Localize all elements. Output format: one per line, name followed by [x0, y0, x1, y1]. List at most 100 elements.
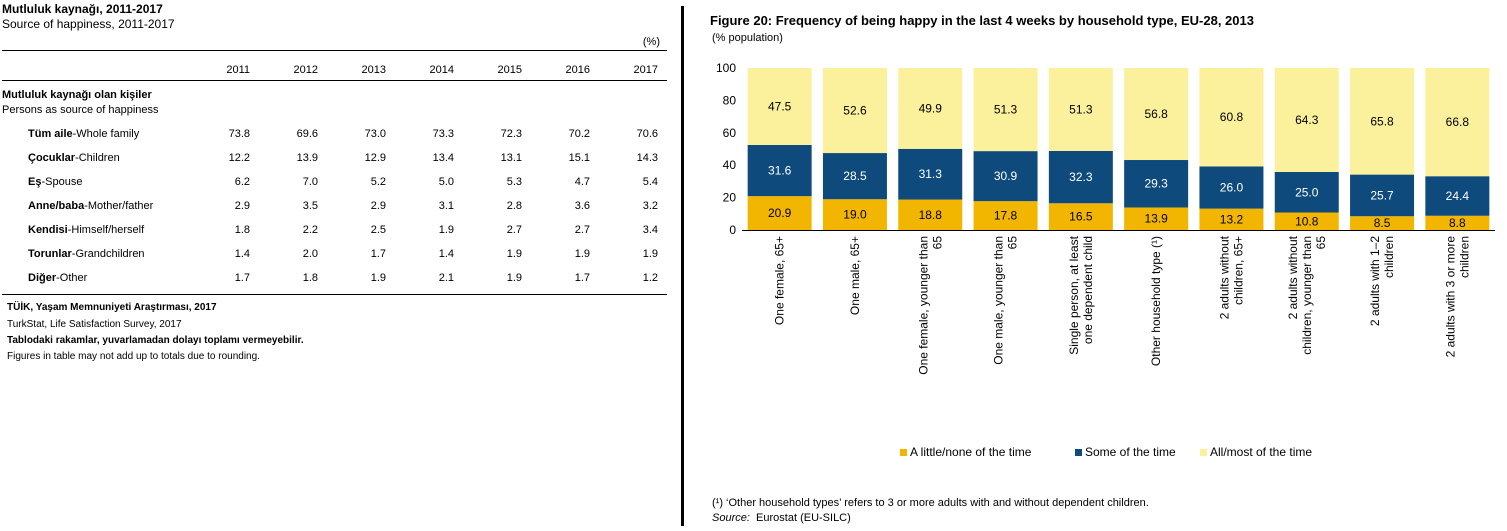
table-cell: 1.7	[370, 248, 386, 260]
table-cell: 2.1	[438, 272, 454, 284]
category-label-line: Other household type (¹)	[1149, 236, 1163, 366]
row-label: Kendisi-Himself/herself	[28, 224, 144, 236]
data-label: 29.3	[1144, 177, 1168, 191]
category-label-line: children	[1382, 236, 1396, 278]
row-label-tr: Anne/baba	[28, 200, 85, 212]
category-label: One male, younger than65	[992, 236, 1020, 365]
data-label: 28.5	[843, 169, 867, 183]
category-label-line: children, younger than	[1300, 236, 1314, 355]
table-top-rule	[2, 50, 667, 51]
row-label-en: -Other	[56, 272, 88, 284]
table-cell: 1.9	[642, 248, 658, 260]
row-label-tr: Kendisi	[28, 224, 68, 236]
figure-panel: Figure 20: Frequency of being happy in t…	[690, 0, 1507, 531]
table-source-tr: TÜİK, Yaşam Memnuniyeti Araştırması, 201…	[7, 302, 217, 313]
bar-segment	[973, 68, 1038, 152]
category-label-line: One female, younger than	[916, 236, 930, 375]
table-cell: 69.6	[296, 128, 318, 140]
table-bottom-rule	[2, 294, 667, 295]
bar-segment	[1199, 68, 1264, 167]
data-label: 56.8	[1144, 107, 1168, 121]
table-cell: 5.0	[438, 176, 454, 188]
bar-segment	[1425, 215, 1490, 230]
category-label-line: 2 adults without	[1217, 235, 1231, 319]
data-label: 13.2	[1220, 212, 1244, 226]
table-cell: 3.2	[642, 200, 658, 212]
category-label-line: Single person, at least	[1067, 235, 1081, 354]
table-cell: 1.9	[370, 272, 386, 284]
row-label-tr: Torunlar	[28, 248, 72, 260]
row-label: Çocuklar-Children	[28, 152, 120, 164]
table-cell: 1.4	[234, 248, 250, 260]
table-cell: 4.7	[574, 176, 590, 188]
table-cell: 1.9	[506, 272, 522, 284]
row-label: Anne/baba-Mother/father	[28, 200, 153, 212]
y-tick-label: 0	[729, 223, 736, 237]
bar-segment	[1199, 166, 1264, 209]
category-label-line: One male, 65+	[848, 236, 862, 315]
row-label-en: -Spouse	[41, 176, 83, 188]
data-label: 18.8	[919, 208, 943, 222]
year-header-row: 2011 2012 2013 2014 2015 2016 2017	[0, 64, 670, 78]
bar-segment	[1350, 68, 1415, 175]
table-cell: 70.2	[568, 128, 590, 140]
data-label: 66.8	[1446, 115, 1470, 129]
data-label: 19.0	[843, 208, 867, 222]
table-note-tr: Tablodaki rakamlar, yuvarlamadan dolayı …	[7, 335, 304, 346]
data-label: 51.3	[994, 103, 1018, 117]
category-label: One male, 65+	[848, 236, 862, 315]
table-cell: 2.0	[302, 248, 318, 260]
bar-segment	[1048, 203, 1113, 230]
table-cell: 12.2	[228, 152, 250, 164]
category-label-line: 2 adults with 1–2	[1368, 236, 1382, 326]
data-label: 24.4	[1446, 189, 1470, 203]
data-label: 16.5	[1069, 210, 1093, 224]
bar-segment	[1425, 176, 1490, 216]
category-label-line: children, 65+	[1231, 236, 1245, 305]
table-cell: 2.5	[370, 224, 386, 236]
table-cell: 5.3	[506, 176, 522, 188]
data-label: 17.8	[994, 209, 1018, 223]
legend-swatch	[900, 449, 907, 456]
table-cell: 73.0	[364, 128, 386, 140]
figure-source: Source: Eurostat (EU-SILC)	[712, 512, 851, 524]
row-label-en: -Mother/father	[84, 200, 154, 212]
table-cell: 5.4	[642, 176, 658, 188]
category-label: 2 adults with 3 or morechildren	[1443, 236, 1471, 358]
table-cell: 7.0	[302, 176, 318, 188]
year-header-2013: 2013	[361, 64, 386, 76]
y-tick-label: 20	[723, 191, 737, 205]
table-cell: 1.7	[574, 272, 590, 284]
bar-segment	[822, 153, 887, 200]
table-cell: 1.9	[574, 248, 590, 260]
table-cell: 2.9	[234, 200, 250, 212]
row-label-tr: Eş	[28, 176, 42, 188]
bar-segment	[973, 201, 1038, 230]
bar-segment	[1124, 160, 1189, 208]
category-label-line: children	[1457, 236, 1471, 278]
data-label: 30.9	[994, 169, 1018, 183]
section-title-tr: Mutluluk kaynağı olan kişiler	[2, 89, 152, 101]
year-header-2014: 2014	[429, 64, 454, 76]
table-note-en: Figures in table may not add up to total…	[7, 351, 260, 362]
category-label: 2 adults withoutchildren, 65+	[1217, 235, 1245, 319]
section-title-en: Persons as source of happiness	[2, 104, 159, 116]
bar-segment	[747, 196, 812, 230]
table-title: Mutluluk kaynağı, 2011-2017	[2, 2, 163, 16]
year-header-2012: 2012	[293, 64, 318, 76]
row-label: Tüm aile-Whole family	[28, 128, 139, 140]
table-cell: 1.8	[302, 272, 318, 284]
category-label-line: One male, younger than	[992, 236, 1006, 365]
row-label-tr: Çocuklar	[28, 152, 76, 164]
table-cell: 6.2	[234, 176, 250, 188]
y-tick-label: 80	[723, 93, 737, 107]
figure-source-text: Eurostat (EU-SILC)	[756, 512, 851, 524]
table-cell: 15.1	[568, 152, 590, 164]
row-label-en: -Grandchildren	[71, 248, 145, 260]
legend-swatch	[1200, 449, 1207, 456]
bar-segment	[973, 151, 1038, 202]
table-row: Kendisi-Himself/herself 1.8 2.2 2.5 1.9 2.7 2.…	[0, 224, 670, 240]
row-label: Diğer-Other	[28, 272, 87, 284]
table-cell: 2.8	[506, 200, 522, 212]
bar-segment	[1274, 212, 1339, 230]
